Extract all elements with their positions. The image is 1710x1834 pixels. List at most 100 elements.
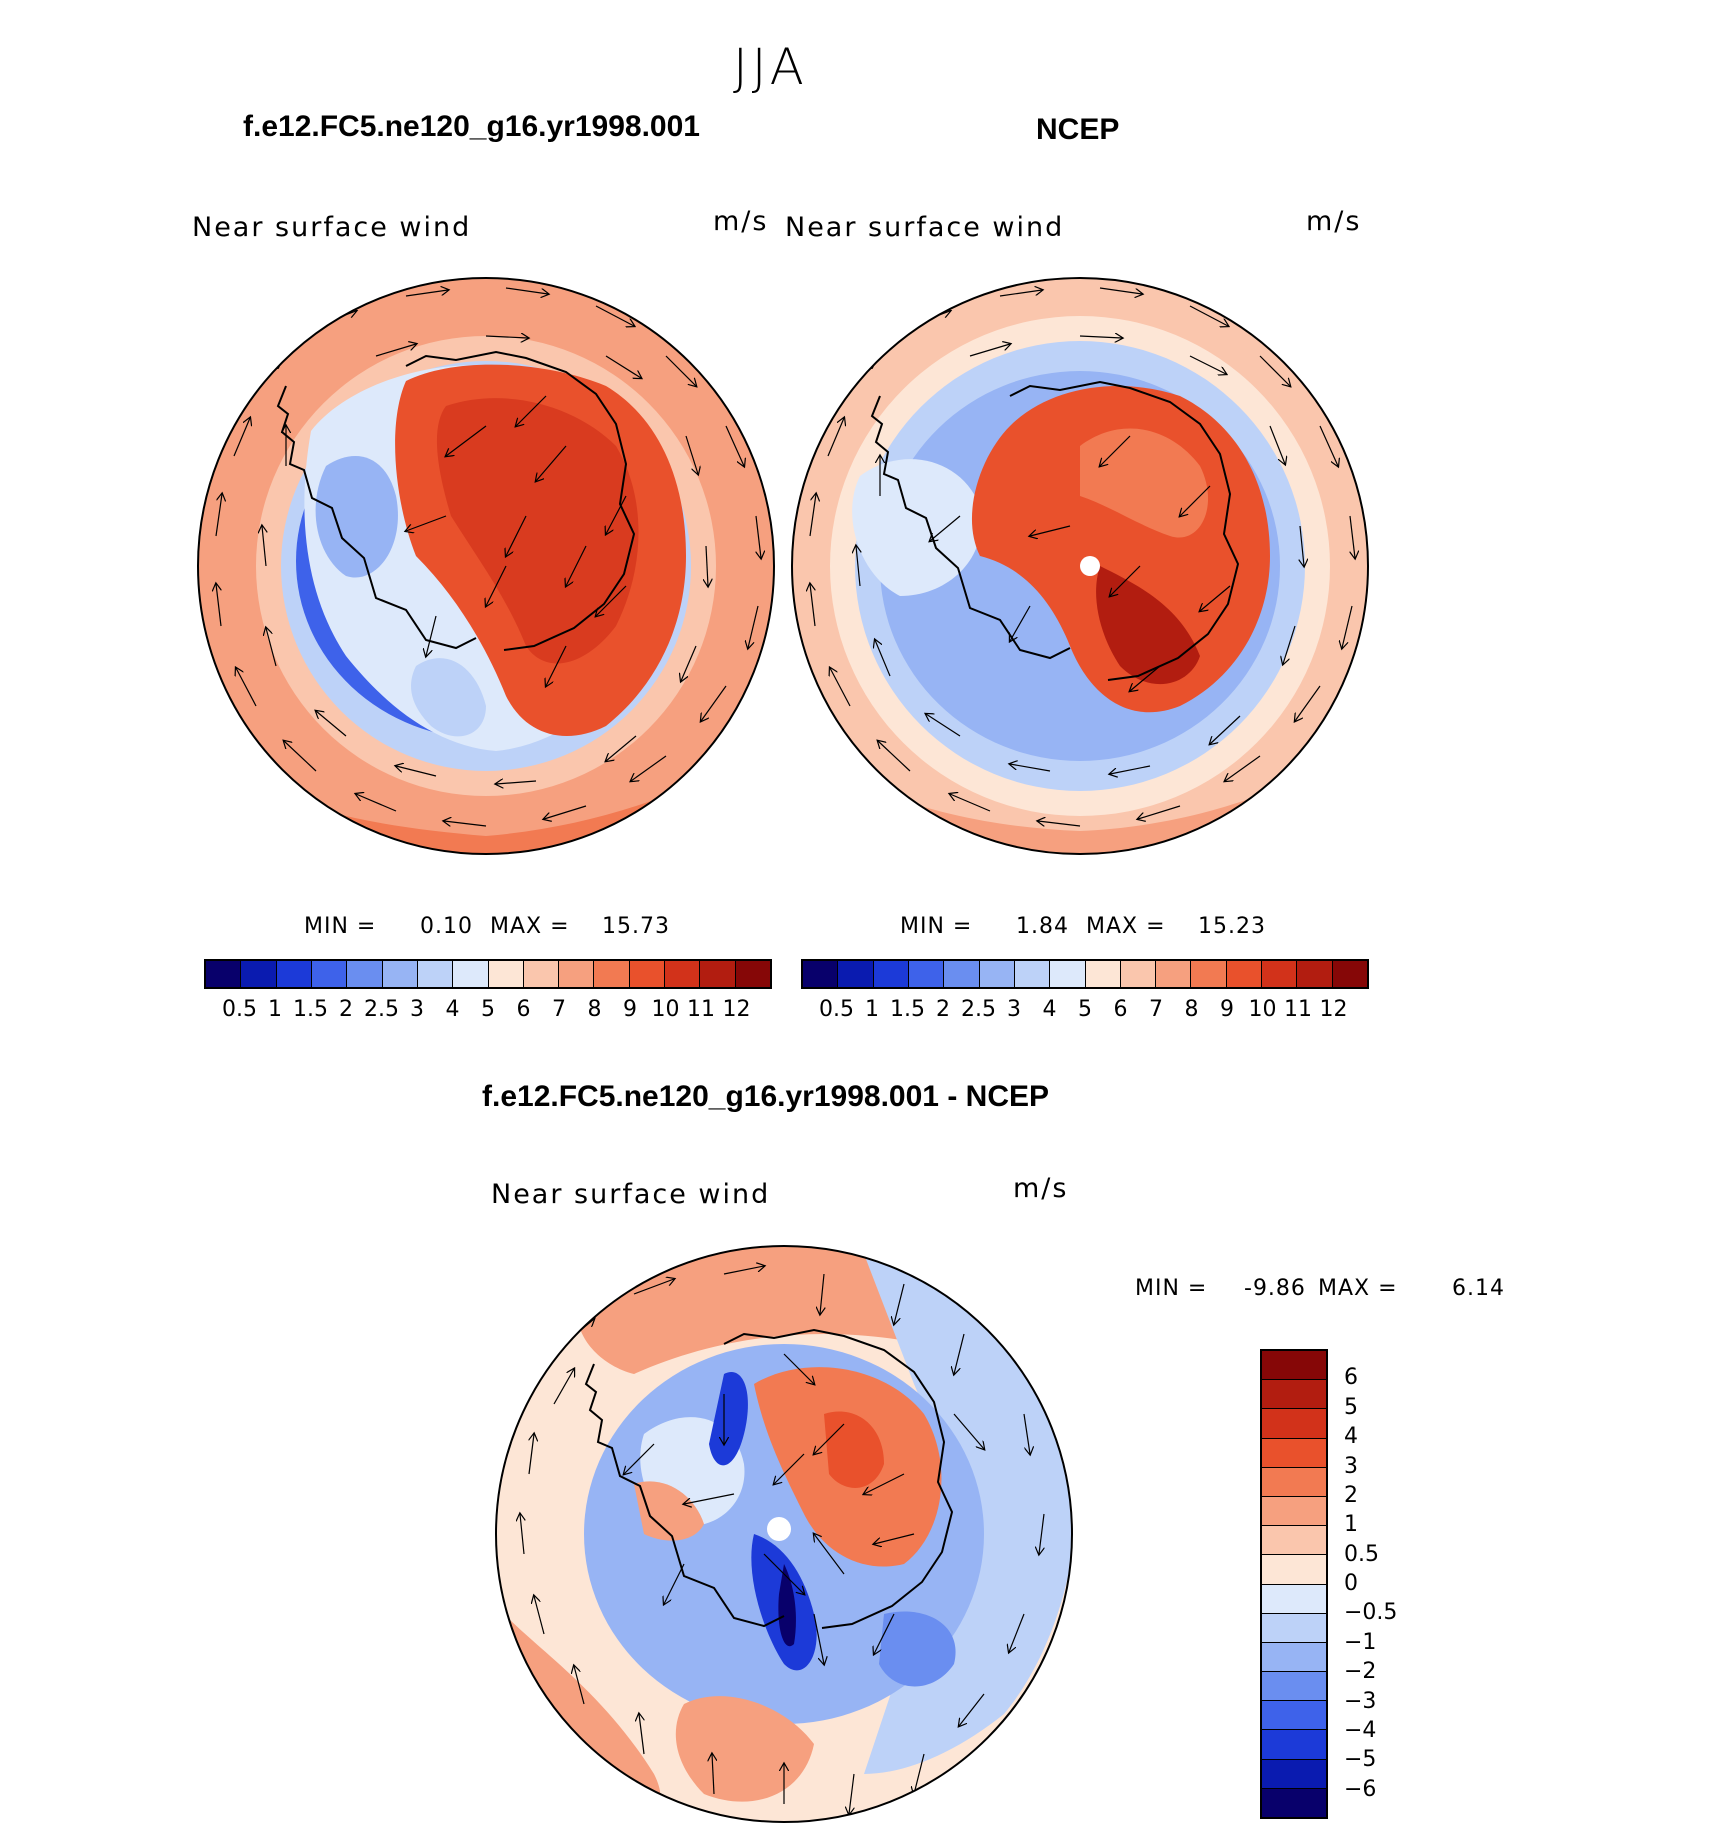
colorbar-tick-label: 1	[1344, 1512, 1358, 1538]
colorbar-tick-label: 10	[1248, 997, 1277, 1022]
obs-units-label: m/s	[1306, 206, 1362, 237]
colorbar-swatch	[838, 961, 874, 987]
obs-max-label: MAX =	[1086, 914, 1166, 939]
colorbar-tick-label: 9	[1220, 997, 1234, 1022]
model-colorbar	[204, 959, 772, 989]
colorbar-tick-label: 9	[623, 997, 637, 1022]
colorbar-swatch	[1262, 1701, 1326, 1731]
colorbar-swatch	[382, 961, 418, 987]
colorbar-tick-label: −2	[1344, 1659, 1377, 1685]
colorbar-swatch	[735, 961, 770, 987]
colorbar-tick-label: 5	[481, 997, 495, 1022]
colorbar-swatch	[1262, 1788, 1326, 1817]
colorbar-tick-label: −6	[1344, 1776, 1377, 1802]
colorbar-swatch	[488, 961, 524, 987]
colorbar-tick-label: 0.5	[819, 997, 854, 1022]
colorbar-tick-label: −4	[1344, 1717, 1377, 1743]
colorbar-tick-label: 3	[1007, 997, 1021, 1022]
colorbar-swatch	[1085, 961, 1121, 987]
obs-wind-map	[791, 277, 1369, 855]
colorbar-tick-label: 2.5	[364, 997, 399, 1022]
colorbar-swatch	[1262, 1467, 1326, 1497]
model-max-value: 15.73	[602, 914, 670, 939]
model-case-title: f.e12.FC5.ne120_g16.yr1998.001	[243, 110, 700, 143]
colorbar-tick-label: 2	[936, 997, 950, 1022]
colorbar-swatch	[1262, 1409, 1326, 1439]
colorbar-swatch	[803, 961, 839, 987]
diff-variable-label: Near surface wind	[491, 1179, 771, 1210]
colorbar-tick-label: 12	[1319, 997, 1348, 1022]
colorbar-tick-label: 12	[722, 997, 751, 1022]
colorbar-swatch	[453, 961, 489, 987]
colorbar-swatch	[594, 961, 630, 987]
colorbar-tick-label: 8	[587, 997, 602, 1022]
colorbar-swatch	[1262, 1584, 1326, 1614]
colorbar-tick-label: 1	[268, 997, 282, 1022]
colorbar-tick-label: 4	[445, 997, 460, 1022]
colorbar-swatch	[523, 961, 560, 987]
colorbar-swatch	[700, 961, 736, 987]
colorbar-tick-label: 1.5	[890, 997, 925, 1022]
colorbar-tick-label: 11	[1284, 997, 1312, 1022]
colorbar-swatch	[1262, 1613, 1326, 1643]
colorbar-swatch	[417, 961, 454, 987]
colorbar-tick-label: 6	[1113, 997, 1128, 1022]
colorbar-tick-label: 2.5	[961, 997, 996, 1022]
colorbar-tick-label: 3	[410, 997, 424, 1022]
diff-min-value: -9.86	[1244, 1276, 1306, 1301]
colorbar-swatch	[873, 961, 909, 987]
colorbar-swatch	[979, 961, 1015, 987]
colorbar-swatch	[908, 961, 945, 987]
obs-variable-label: Near surface wind	[785, 212, 1065, 243]
diff-units-label: m/s	[1013, 1173, 1069, 1204]
colorbar-tick-label: 2	[339, 997, 353, 1022]
obs-min-value: 1.84	[1016, 914, 1069, 939]
colorbar-swatch	[311, 961, 348, 987]
colorbar-tick-label: 2	[1344, 1482, 1358, 1508]
colorbar-tick-label: 6	[1344, 1365, 1358, 1391]
colorbar-swatch	[1120, 961, 1157, 987]
diff-max-value: 6.14	[1452, 1276, 1505, 1301]
obs-max-value: 15.23	[1198, 914, 1266, 939]
colorbar-swatch	[1262, 1642, 1326, 1673]
obs-colorbar	[801, 959, 1369, 989]
colorbar-swatch	[1262, 1351, 1326, 1381]
colorbar-tick-label: −1	[1344, 1629, 1377, 1655]
colorbar-swatch	[1262, 1380, 1326, 1410]
colorbar-swatch	[1262, 1438, 1326, 1468]
colorbar-swatch	[1262, 1496, 1326, 1527]
colorbar-swatch	[1262, 1759, 1326, 1789]
colorbar-swatch	[1014, 961, 1051, 987]
colorbar-tick-label: 4	[1042, 997, 1057, 1022]
colorbar-tick-label: 8	[1184, 997, 1199, 1022]
model-min-label: MIN =	[304, 914, 377, 939]
diff-colorbar	[1260, 1349, 1328, 1819]
colorbar-swatch	[1262, 1730, 1326, 1760]
colorbar-tick-label: 7	[552, 997, 566, 1022]
colorbar-swatch	[206, 961, 242, 987]
colorbar-tick-label: 0.5	[222, 997, 257, 1022]
obs-min-label: MIN =	[900, 914, 973, 939]
model-wind-map	[197, 277, 775, 855]
colorbar-tick-label: 0	[1344, 1571, 1358, 1596]
diff-min-label: MIN =	[1135, 1276, 1208, 1301]
diff-case-title: f.e12.FC5.ne120_g16.yr1998.001 - NCEP	[482, 1080, 1049, 1113]
colorbar-tick-label: 0.5	[1344, 1541, 1379, 1567]
colorbar-swatch	[1156, 961, 1192, 987]
colorbar-tick-label: 6	[516, 997, 531, 1022]
colorbar-tick-label: 5	[1078, 997, 1092, 1022]
colorbar-tick-label: −5	[1344, 1747, 1377, 1773]
colorbar-tick-label: −0.5	[1344, 1600, 1398, 1626]
colorbar-tick-label: 4	[1344, 1424, 1358, 1450]
colorbar-tick-label: 1.5	[293, 997, 328, 1022]
colorbar-swatch	[347, 961, 383, 987]
model-variable-label: Near surface wind	[192, 212, 472, 243]
diff-max-label: MAX =	[1318, 1276, 1398, 1301]
colorbar-swatch	[1050, 961, 1086, 987]
colorbar-swatch	[1262, 1526, 1326, 1556]
colorbar-tick-label: 7	[1149, 997, 1163, 1022]
colorbar-tick-label: 1	[865, 997, 879, 1022]
colorbar-tick-label: 11	[687, 997, 715, 1022]
colorbar-swatch	[944, 961, 980, 987]
colorbar-swatch	[1262, 1555, 1326, 1585]
